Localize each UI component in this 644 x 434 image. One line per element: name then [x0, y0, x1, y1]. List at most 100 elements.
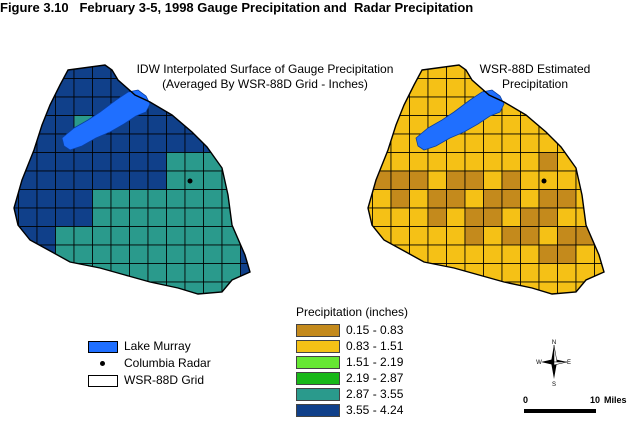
scale-end: 10	[590, 395, 601, 405]
precip-swatch	[296, 356, 340, 369]
grid-cell	[147, 189, 167, 209]
grid-cell	[372, 244, 392, 264]
grid-cell	[184, 189, 204, 209]
precip-class-5: 2.87 - 3.55	[296, 386, 408, 402]
grid-cell	[203, 207, 223, 227]
grid-cell	[147, 244, 167, 264]
grid-cell	[110, 152, 130, 172]
lake-murray	[61, 89, 151, 151]
figure-number: Figure 3.10	[0, 0, 69, 15]
grid-cell	[18, 244, 38, 264]
grid-cell	[409, 96, 429, 116]
grid-cell	[520, 244, 540, 264]
compass-e: E	[567, 360, 571, 366]
grid-cell	[594, 207, 604, 227]
grid-cell	[446, 189, 466, 209]
grid-cell	[501, 226, 521, 246]
grid-cell	[147, 263, 167, 283]
county-outline	[13, 64, 251, 295]
grid-cell	[221, 244, 241, 264]
columbia-radar-dot	[187, 178, 193, 184]
grid-cell	[240, 133, 250, 153]
precip-swatch	[296, 324, 340, 337]
grid-cell	[538, 133, 558, 153]
scale-bar: 0 10 Miles	[520, 395, 630, 425]
grid-cell	[36, 207, 56, 227]
grid-cell	[221, 96, 241, 116]
grid-cell	[390, 244, 410, 264]
grid-cell	[501, 133, 521, 153]
figure-title: Figure 3.10 February 3-5, 1998 Gauge Pre…	[0, 0, 644, 15]
grid-cell	[36, 226, 56, 246]
grid-cell	[36, 189, 56, 209]
grid-cell	[390, 133, 410, 153]
grid-cell	[73, 152, 93, 172]
grid-cell	[36, 281, 56, 294]
grid-cell	[575, 133, 595, 153]
grid-cell	[110, 133, 130, 153]
grid-cell	[464, 226, 484, 246]
grid-cell	[184, 244, 204, 264]
grid-cell	[14, 263, 19, 283]
grid-cell	[557, 281, 577, 294]
grid-cell	[55, 281, 75, 294]
grid-cell	[14, 133, 19, 153]
precip-class-4: 2.19 - 2.87	[296, 370, 408, 386]
grid-cell	[203, 96, 223, 116]
grid-cell	[538, 152, 558, 172]
grid-cell	[368, 96, 373, 116]
grid-cell	[240, 96, 250, 116]
grid-cell	[110, 170, 130, 190]
radar-map-label-line2: Precipitation	[501, 77, 569, 91]
precip-class-2: 0.83 - 1.51	[296, 338, 408, 354]
compass-n: N	[552, 340, 556, 346]
grid-cell	[520, 263, 540, 283]
grid-cell	[372, 207, 392, 227]
grid-cell	[372, 115, 392, 135]
grid-cell	[427, 226, 447, 246]
grid-cell	[129, 152, 149, 172]
grid-cell	[129, 281, 149, 294]
grid-cell	[73, 281, 93, 294]
lake-murray	[415, 89, 505, 151]
grid-cell	[73, 189, 93, 209]
grid-cell	[575, 244, 595, 264]
grid-cell	[372, 152, 392, 172]
grid-cell	[501, 207, 521, 227]
grid-cell	[464, 133, 484, 153]
grid-cell	[520, 226, 540, 246]
grid-swatch	[88, 375, 118, 387]
grid-cell	[557, 133, 577, 153]
grid-cell	[14, 115, 19, 135]
grid-cell	[427, 170, 447, 190]
grid-cell	[18, 96, 38, 116]
lake-swatch	[88, 341, 118, 353]
grid-cell	[18, 152, 38, 172]
grid-cell	[501, 189, 521, 209]
grid-cell	[372, 263, 392, 283]
grid-cell	[538, 207, 558, 227]
grid-cell	[184, 263, 204, 283]
grid-cell	[368, 170, 373, 190]
grid-cell	[92, 226, 112, 246]
north-arrow-icon: N S W E	[536, 340, 571, 387]
grid-cell	[501, 170, 521, 190]
precip-range: 1.51 - 2.19	[346, 355, 404, 369]
grid-cell	[464, 244, 484, 264]
grid-cell	[538, 96, 558, 116]
grid-cell	[575, 263, 595, 283]
grid-cell	[575, 281, 595, 294]
grid-cell	[594, 152, 604, 172]
grid-cell	[92, 189, 112, 209]
radar-dot-icon	[100, 361, 105, 366]
grid-cell	[557, 170, 577, 190]
grid-cell	[73, 96, 93, 116]
grid-cell	[483, 281, 503, 294]
grid-cell	[55, 244, 75, 264]
grid-cell	[18, 189, 38, 209]
grid-cell	[36, 78, 56, 98]
grid-cell	[129, 244, 149, 264]
precip-swatch	[296, 372, 340, 385]
grid-cell	[203, 226, 223, 246]
